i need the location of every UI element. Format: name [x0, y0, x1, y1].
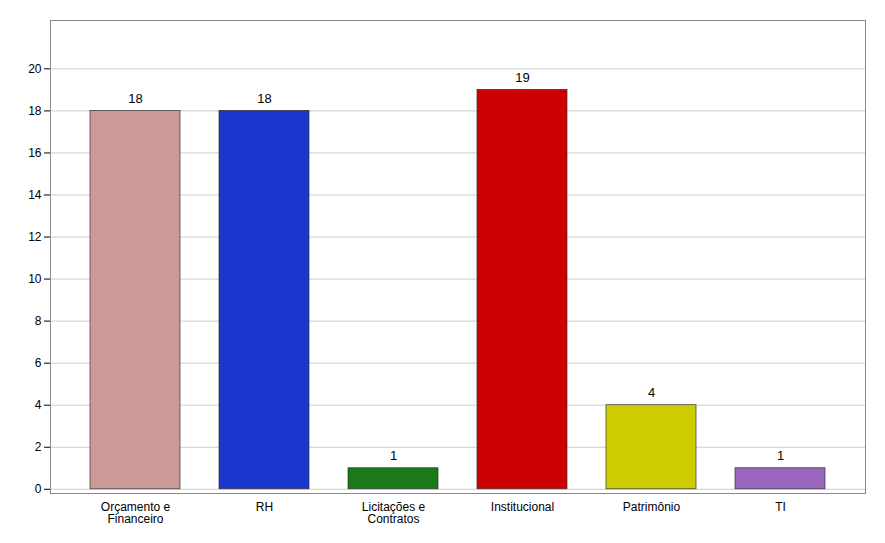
svg-text:18: 18	[28, 104, 42, 118]
svg-text:4: 4	[35, 398, 42, 412]
svg-text:Patrimônio: Patrimônio	[623, 500, 681, 514]
svg-text:Licitações eContratos: Licitações eContratos	[362, 500, 426, 526]
svg-text:TI: TI	[775, 500, 786, 514]
svg-text:Orçamento eFinanceiro: Orçamento eFinanceiro	[101, 500, 171, 526]
svg-text:0: 0	[35, 482, 42, 496]
svg-text:6: 6	[35, 356, 42, 370]
svg-text:4: 4	[648, 385, 655, 400]
svg-text:RH: RH	[256, 500, 273, 514]
svg-text:18: 18	[257, 91, 271, 106]
svg-text:19: 19	[515, 70, 529, 85]
svg-text:20: 20	[28, 62, 42, 76]
svg-text:12: 12	[28, 230, 42, 244]
svg-text:10: 10	[28, 272, 42, 286]
svg-text:Institucional: Institucional	[491, 500, 554, 514]
svg-text:2: 2	[35, 440, 42, 454]
svg-text:1: 1	[777, 448, 784, 463]
svg-text:16: 16	[28, 146, 42, 160]
svg-text:8: 8	[35, 314, 42, 328]
svg-text:14: 14	[28, 188, 42, 202]
svg-text:18: 18	[128, 91, 142, 106]
svg-text:1: 1	[390, 448, 397, 463]
